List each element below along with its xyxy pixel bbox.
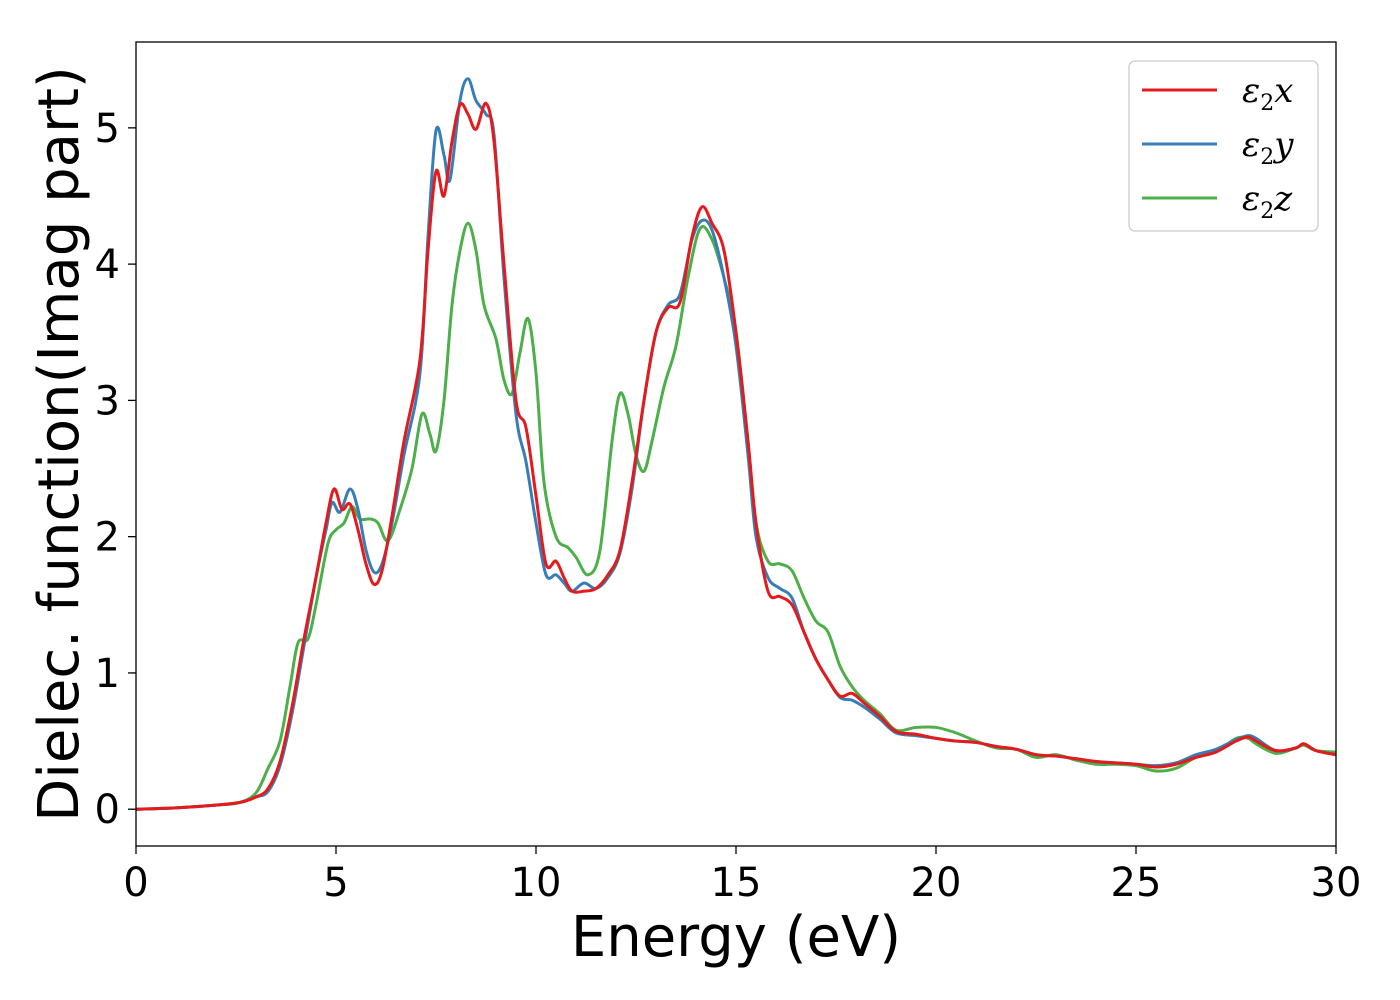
x-tick-label: 5 bbox=[323, 860, 348, 906]
y-tick-label: 3 bbox=[95, 378, 120, 424]
y-tick-label: 1 bbox=[95, 651, 120, 697]
y-axis-label: Dielec. function(Imag part) bbox=[27, 66, 92, 822]
x-axis-label: Energy (eV) bbox=[571, 905, 901, 970]
x-axis: 0 5 10 15 20 25 30 bbox=[123, 846, 1361, 906]
y-axis: 0 1 2 3 4 5 bbox=[95, 106, 136, 833]
x-tick-label: 30 bbox=[1311, 860, 1362, 906]
x-tick-label: 20 bbox=[911, 860, 962, 906]
series-layer bbox=[136, 77, 1336, 811]
x-tick-label: 15 bbox=[711, 860, 762, 906]
y-tick-label: 4 bbox=[95, 242, 120, 288]
legend: ε2x ε2y ε2z bbox=[1128, 60, 1319, 232]
series-line-x bbox=[136, 101, 1336, 811]
y-tick-label: 5 bbox=[95, 106, 120, 152]
legend-entry-x: ε2x bbox=[1242, 71, 1293, 116]
x-tick-label: 10 bbox=[511, 860, 562, 906]
legend-entry-y: ε2y bbox=[1242, 125, 1294, 170]
x-tick-label: 0 bbox=[123, 860, 148, 906]
x-tick-label: 25 bbox=[1111, 860, 1162, 906]
legend-entry-z: ε2z bbox=[1242, 179, 1293, 224]
legend-box bbox=[1128, 60, 1319, 232]
y-tick-label: 0 bbox=[95, 787, 120, 833]
y-tick-label: 2 bbox=[95, 515, 120, 561]
